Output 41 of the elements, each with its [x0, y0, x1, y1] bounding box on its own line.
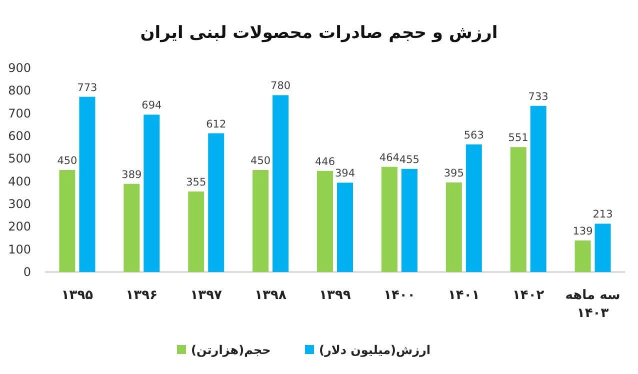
data-label: 773: [77, 82, 98, 94]
xtick: ۱۴۰۰: [384, 288, 416, 303]
ytick: 100: [8, 242, 31, 256]
xtick: ۱۴۰۳: [576, 306, 609, 321]
data-label: 395: [444, 167, 464, 180]
ytick: 300: [8, 197, 31, 211]
xtick: ۱۴۰۱: [448, 288, 480, 303]
data-label: 394: [334, 168, 356, 180]
data-label: 464: [379, 152, 400, 164]
legend-label: ارزش(میلیون دلار): [319, 343, 431, 357]
data-label: 694: [142, 100, 162, 112]
data-label: 139: [572, 226, 593, 238]
data-label: 612: [206, 118, 226, 130]
title: ارزش و حجم صادرات محصولات لبنی ایران: [140, 23, 498, 43]
data-label: 563: [464, 129, 484, 142]
xtick: سه ماهه: [565, 288, 620, 303]
data-label: 551: [508, 132, 528, 144]
xtick: ۱۳۹۶: [126, 288, 158, 303]
data-label: 780: [270, 80, 291, 92]
xtick: ۱۳۹۷: [190, 288, 222, 303]
xtick: ۱۴۰۲: [512, 288, 544, 303]
data-label: 450: [250, 155, 271, 167]
ytick: 0: [23, 265, 31, 279]
ytick: 800: [8, 84, 31, 98]
data-label: 213: [592, 208, 613, 221]
xtick: ۱۳۹۸: [254, 288, 286, 303]
data-label: 355: [186, 176, 206, 189]
legend-label: حجم(هزارتن): [191, 343, 271, 357]
data-label: 455: [399, 154, 420, 166]
ytick: 600: [8, 129, 31, 143]
ytick: 400: [8, 174, 31, 188]
xtick: ۱۳۹۵: [61, 288, 94, 303]
ytick: 900: [8, 61, 31, 75]
data-label: 733: [528, 90, 548, 103]
xtick: ۱۳۹۹: [319, 288, 351, 303]
data-label: 446: [314, 156, 336, 168]
ytick: 500: [8, 152, 31, 166]
data-label: 389: [122, 168, 142, 181]
data-label: 450: [57, 155, 78, 167]
ytick: 700: [8, 106, 31, 120]
ytick: 200: [8, 220, 31, 234]
